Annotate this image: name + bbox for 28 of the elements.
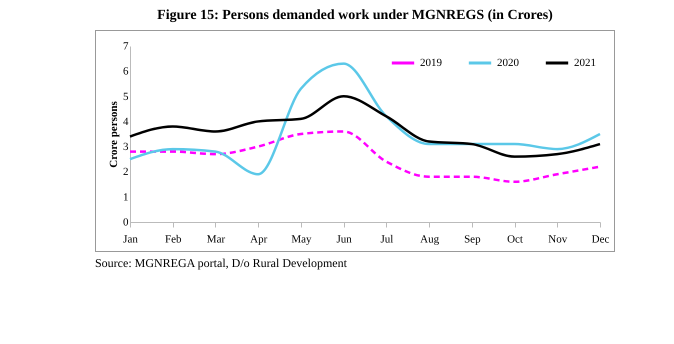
y-tick-label: 4: [123, 116, 129, 128]
source-note: Source: MGNREGA portal, D/o Rural Development: [95, 256, 348, 271]
chart-title: Figure 15: Persons demanded work under MGNREGS (in Crores): [156, 8, 554, 24]
y-tick-label: 2: [123, 166, 128, 178]
x-tick-label: Jun: [336, 234, 352, 246]
y-tick-label: 3: [123, 141, 129, 154]
x-tick-label: Apr: [250, 234, 268, 246]
y-tick-label: 0: [123, 216, 129, 228]
x-tick-label: Sep: [464, 234, 482, 246]
y-axis-title: Crore persons: [108, 100, 120, 168]
line-series: [128, 130, 602, 184]
x-tick-label: Dec: [592, 234, 610, 246]
line-series: [128, 95, 602, 158]
x-tick-label: Feb: [164, 234, 182, 246]
y-tick-label: 6: [123, 66, 129, 78]
y-tick-label: 5: [123, 90, 129, 103]
x-tick-label: Jan: [123, 234, 138, 246]
y-tick-label: 1: [123, 191, 128, 204]
x-tick-label: May: [291, 234, 312, 246]
legend-label: 2020: [497, 57, 520, 69]
y-tick-label: 7: [123, 40, 129, 52]
legend-label: 2021: [574, 57, 596, 69]
x-tick-label: Jul: [380, 234, 394, 246]
legend-label: 2019: [420, 57, 442, 69]
x-tick-label: Mar: [206, 234, 226, 246]
x-tick-label: Aug: [420, 234, 440, 246]
x-tick-label: Oct: [507, 234, 523, 246]
x-tick-label: Nov: [548, 234, 568, 246]
